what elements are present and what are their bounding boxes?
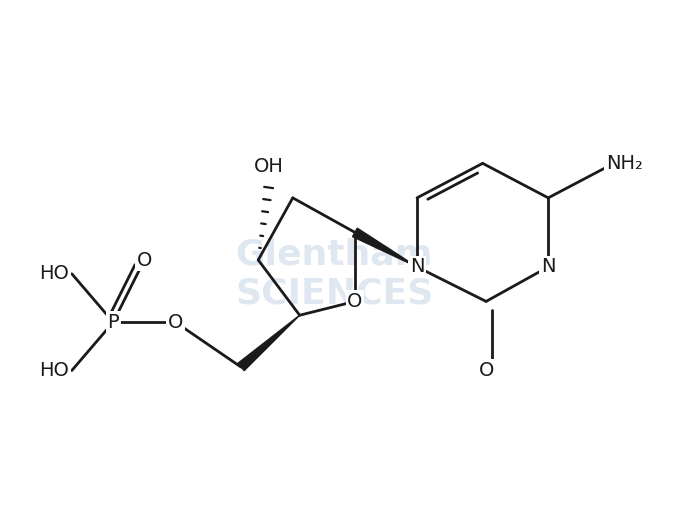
Text: N: N [541,257,555,277]
Text: NH₂: NH₂ [606,154,642,173]
Text: Glentham
SCIENCES: Glentham SCIENCES [235,237,434,310]
Text: HO: HO [40,264,70,283]
Text: O: O [478,361,493,380]
Text: N: N [410,257,425,277]
Text: HO: HO [40,361,70,380]
Polygon shape [238,315,300,371]
Text: P: P [107,313,119,332]
Text: OH: OH [253,157,283,176]
Text: O: O [347,292,363,311]
Text: O: O [168,313,183,332]
Polygon shape [353,228,417,267]
Text: O: O [136,251,152,269]
